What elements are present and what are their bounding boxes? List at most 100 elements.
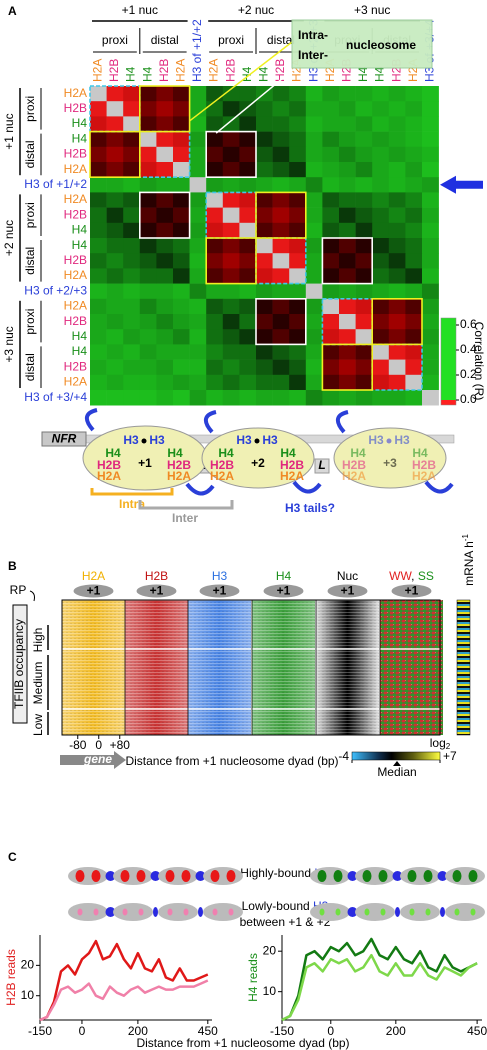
column-label: H2B [223,59,237,82]
heatmap-cell [388,146,406,163]
heatmap-cell [156,283,174,300]
heatmap-cell [139,222,157,239]
heatmap-cell [272,101,290,117]
column-header: H2A [82,569,105,583]
heatmap-cell [139,177,157,193]
cartoon-h3 [437,871,448,881]
heatmap-cell [372,268,390,284]
x-tick-label: 0 [95,738,102,752]
heatmap-cell [139,390,157,406]
heatmap-cell [372,359,390,376]
heatmap-cell [189,329,207,345]
subgroup-label: proxi [218,33,244,47]
heatmap-cell [139,146,157,163]
heatmap-cell [239,374,257,391]
heatmap-cell [106,238,124,254]
heatmap-cell [372,390,390,406]
heatmap-cell [339,207,356,224]
heatmap-cell [139,238,157,254]
heatmap-cell [189,162,207,178]
heatmap-cell [156,314,174,330]
heatmap-cell [123,374,141,391]
heatmap-cell [222,131,240,148]
heatmap-cell [355,344,373,360]
heatmap-cell [405,177,423,193]
histone-label: H3 [368,433,384,447]
row-label: H3 of +2/+3 [24,283,87,297]
subgroup-label: distal [23,140,37,168]
heatmap-cell [206,329,224,345]
heatmap-cell [372,253,390,269]
nucleosome-label: +2 [251,456,265,470]
heatmap-cell [322,238,340,254]
column-label: H4 [124,66,138,82]
heatmap-cell [355,298,373,315]
self-cell [405,374,423,391]
heatmap-cell [156,390,174,406]
heatmap-cell [173,116,190,132]
heatmap-cell [156,162,174,178]
heatmap-cell [339,283,356,300]
heatmap-cell [173,131,190,148]
heatmap-cell [405,238,423,254]
heatmap-cell [355,131,373,148]
column-label: H2A [207,59,221,82]
heatmap-cell [405,222,423,239]
heatmap-cell [156,207,174,224]
heatmap-cell [106,86,124,102]
heatmap-cell [106,344,124,360]
heatmap-cell [156,374,174,391]
subgroup-label: distal [23,353,37,381]
h3-dot [141,438,147,444]
heatmap-cell [106,253,124,269]
cartoon-nucleosome [158,903,198,921]
histone-label: H4 [218,446,234,460]
cartoon-nucleosome [203,867,243,885]
heatmap-cell [339,86,356,102]
dna-loop [85,408,215,496]
heatmap-cell [372,207,390,224]
self-cell [239,222,257,239]
column-label: H2A [90,59,104,82]
heatmap-cell [322,86,340,102]
heatmap-cell [222,268,240,284]
heatmap-cell [139,253,157,269]
heatmap-cell [388,314,406,330]
inter-box [205,130,257,179]
heatmap-cell [289,207,307,224]
heatmap-cell [388,329,406,345]
heatmap-cell [222,283,240,300]
y-tick-label: 10 [263,984,277,998]
heatmap-cell [256,207,273,224]
heatmap-cell [256,116,273,132]
callout-box [291,19,433,69]
heatmap-cell [388,222,406,239]
heatmap-cell [189,207,207,224]
heatmap-cell [388,253,406,269]
heatmap-cell [339,222,356,239]
cartoon-h3 [347,871,358,881]
heatmap-texture [62,600,125,735]
heatmap-cell [422,374,439,391]
intra-box [139,85,191,133]
heatmap-cell [139,374,157,391]
row-label: H4 [72,344,88,358]
heatmap-cell [189,344,207,360]
intra-box [255,191,307,239]
row-label: H4 [72,131,88,145]
heatmap-cell [422,207,439,224]
heatmap-cell [289,146,307,163]
group-label: +2 nuc [238,3,274,17]
x-tick-label: -150 [270,1024,294,1038]
self-cell [139,131,157,148]
histone-label: H3 [394,433,410,447]
heatmap-cell [206,390,224,406]
colorbar [440,317,457,406]
heatmap-cell [90,238,107,254]
heatmap-cell [206,101,224,117]
heatmap-cell [322,222,340,239]
heatmap-cell [272,314,290,330]
heatmap-cell [90,283,107,300]
tails-label: H3 tails? [285,501,335,515]
heatmap-cell [189,253,207,269]
